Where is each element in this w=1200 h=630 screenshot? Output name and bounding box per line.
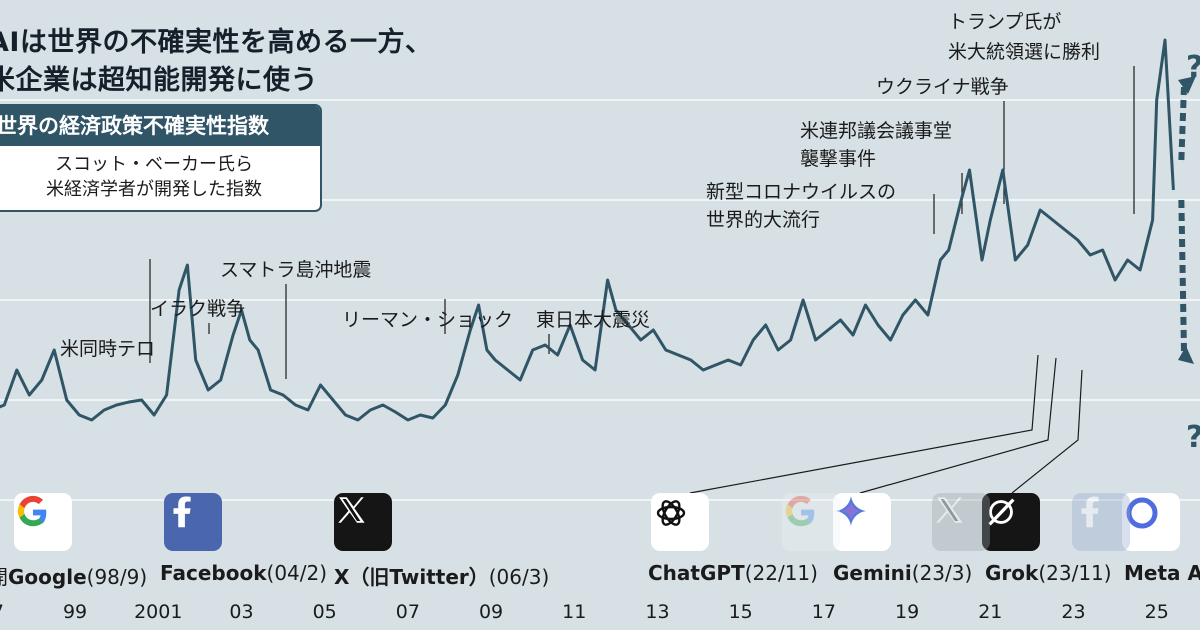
logo-name: Meta A xyxy=(1124,561,1200,585)
google-icon xyxy=(782,493,840,551)
logo-date: (98/9) xyxy=(86,565,148,589)
x-tick-label: 05 xyxy=(313,601,337,623)
annotation-label-line2: 世界的大流行 xyxy=(706,209,820,231)
meta-ai-icon xyxy=(1122,493,1180,551)
forecast-down-arrowhead xyxy=(1178,346,1194,364)
uncertainty-index-line xyxy=(0,38,1175,422)
headline-line-2: 米企業は超知能開発に使う xyxy=(0,65,318,96)
annotation-label: 米連邦議会議事堂 xyxy=(800,120,952,142)
forecast-down-arrow xyxy=(1178,199,1187,353)
forecast-up-arrow xyxy=(1178,85,1187,161)
logo-leader xyxy=(689,354,1039,494)
x-icon xyxy=(334,493,392,551)
x-axis-ticks: 97 99 2001 03 05 07 09 11 13 15 17 19 21 23 25 xyxy=(0,601,1169,623)
x-tick-label: 17 xyxy=(812,601,836,623)
legend-note-line-2: 米経済学者が開発した指数 xyxy=(46,179,262,200)
logo-name: X（旧Twitter） xyxy=(334,565,489,589)
logo-leader xyxy=(1011,369,1083,494)
legend-box: 世界の経済政策不確実性指数 スコット・ベーカー氏ら 米経済学者が開発した指数 xyxy=(0,104,322,212)
chatgpt-icon xyxy=(651,493,709,551)
annotation-label-line2: 米大統領選に勝利 xyxy=(948,41,1100,63)
x-tick-label: 99 xyxy=(63,601,87,623)
facebook-icon xyxy=(164,493,222,551)
logo-leader xyxy=(859,357,1057,494)
logo-label: ChatGPT(22/11) xyxy=(648,561,818,585)
x-tick-label: 09 xyxy=(479,601,503,623)
annotation-label: 新型コロナウイルスの xyxy=(706,181,896,203)
logo-leaders xyxy=(689,354,1083,494)
logo-label: Meta A xyxy=(1124,561,1200,585)
x-tick-label: 03 xyxy=(229,601,253,623)
annotation-label: 東日本大震災 xyxy=(536,309,650,331)
annotation-label-line2: 襲撃事件 xyxy=(800,148,876,170)
annotation-label: 米同時テロ xyxy=(60,338,155,360)
x-tick-label: 23 xyxy=(1061,601,1085,623)
logo-name: Gemini xyxy=(833,561,912,585)
logo-label: Gemini(23/3) xyxy=(833,561,972,585)
question-mark-down: ? xyxy=(1186,420,1200,455)
legend-note-line-1: スコット・ベーカー氏ら xyxy=(55,154,253,175)
forecast-up-arrowhead xyxy=(1178,76,1196,94)
question-mark-up: ? xyxy=(1186,50,1200,85)
gemini-icon xyxy=(833,493,891,551)
x-tick-label: 21 xyxy=(978,601,1002,623)
annotation-label: リーマン・ショック xyxy=(342,309,513,331)
logo-date: (23/11) xyxy=(1038,561,1112,585)
annotation-label: スマトラ島沖地震 xyxy=(220,259,371,281)
google-icon xyxy=(14,493,72,551)
logo-prefix: 開 xyxy=(0,565,8,589)
logo-label: X（旧Twitter）(06/3) xyxy=(334,561,549,590)
headline-line-1: AIは世界の不確実性を高める一方、 xyxy=(0,27,433,58)
annotation-label: トランプ氏が xyxy=(948,11,1061,33)
logo-label: 開Google(98/9) xyxy=(0,561,147,590)
logo-date: (06/3) xyxy=(488,565,550,589)
x-tick-label: 15 xyxy=(729,601,753,623)
x-tick-label: 13 xyxy=(645,601,669,623)
logo-label: Facebook(04/2) xyxy=(160,561,327,585)
logo-date: (04/2) xyxy=(266,561,328,585)
logo-name: Facebook xyxy=(160,561,267,585)
logo-name: Google xyxy=(8,565,87,589)
logo-date: (23/3) xyxy=(911,561,973,585)
x-tick-label: 11 xyxy=(562,601,586,623)
x-tick-label: 25 xyxy=(1145,601,1169,623)
x-tick-label: 19 xyxy=(895,601,919,623)
annotation-label: イラク戦争 xyxy=(150,298,245,320)
logo-label: Grok(23/11) xyxy=(985,561,1112,585)
logo-date: (22/11) xyxy=(744,561,818,585)
grok-icon xyxy=(982,493,1040,551)
facebook-icon xyxy=(1072,493,1130,551)
logo-name: ChatGPT xyxy=(648,561,745,585)
logo-name: Grok xyxy=(985,561,1039,585)
x-icon xyxy=(932,493,990,551)
legend-heading: 世界の経済政策不確実性指数 xyxy=(0,106,320,146)
x-tick-label: 2001 xyxy=(134,601,182,623)
x-tick-label: 97 xyxy=(0,601,4,623)
annotation-label: ウクライナ戦争 xyxy=(876,76,1009,98)
x-tick-label: 07 xyxy=(396,601,420,623)
